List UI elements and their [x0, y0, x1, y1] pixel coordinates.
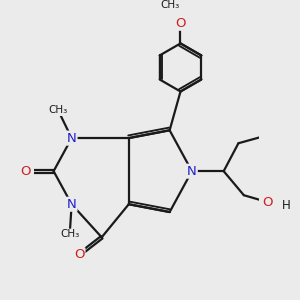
Text: O: O: [262, 196, 273, 209]
Text: CH₃: CH₃: [160, 0, 179, 10]
Text: O: O: [74, 248, 85, 261]
Text: N: N: [67, 198, 76, 211]
Text: O: O: [175, 17, 186, 30]
Text: CH₃: CH₃: [48, 105, 68, 115]
Text: O: O: [20, 165, 31, 178]
Text: N: N: [67, 132, 76, 145]
Text: N: N: [187, 165, 197, 178]
Text: CH₃: CH₃: [60, 230, 79, 239]
Text: H: H: [281, 199, 290, 212]
